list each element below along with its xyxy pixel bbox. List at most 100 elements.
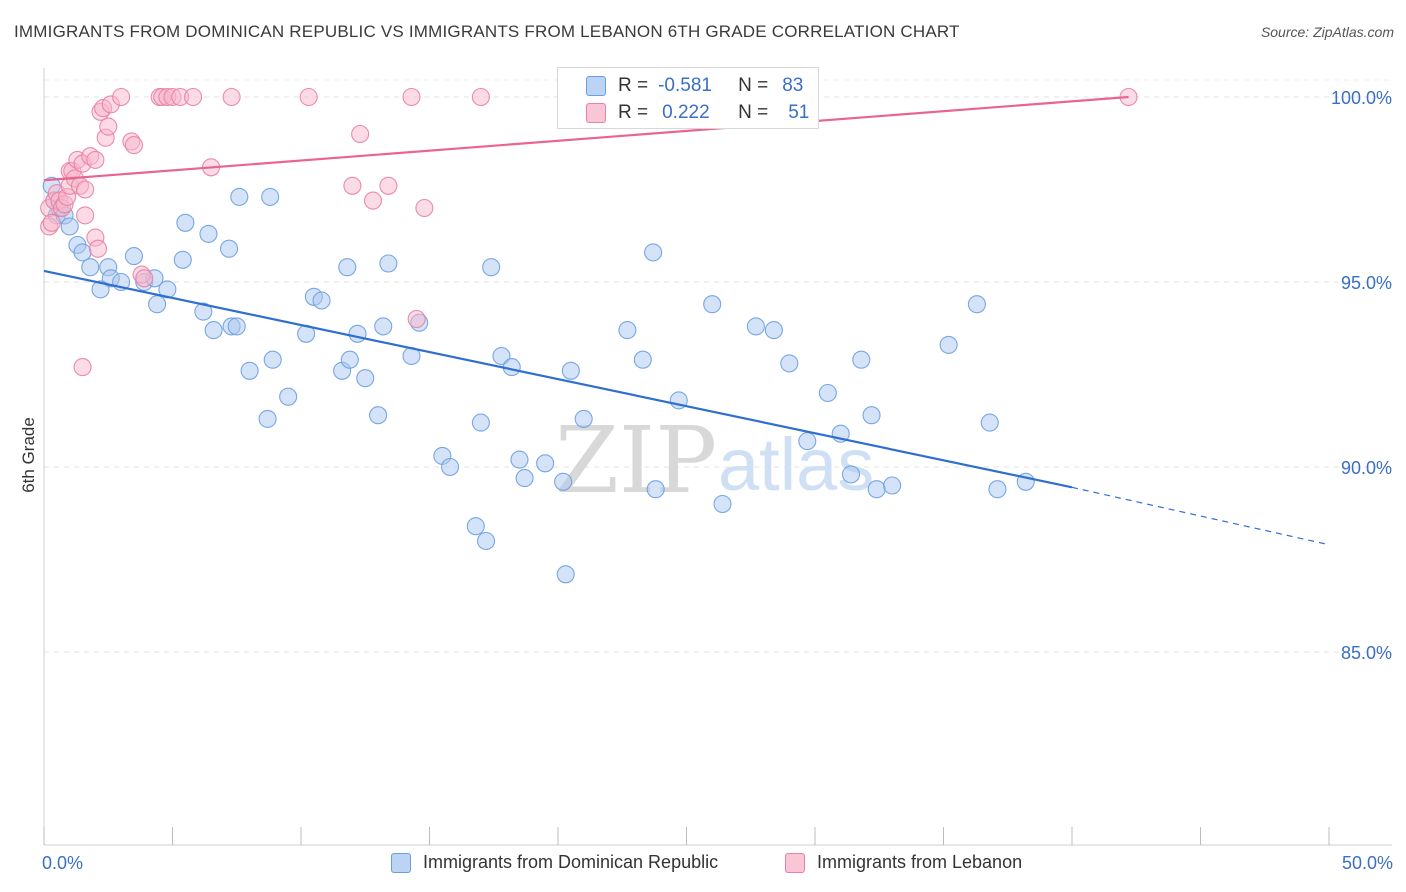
point-lebanon xyxy=(135,269,154,288)
point-lebanon xyxy=(415,198,434,218)
stats-n-label: N = xyxy=(738,75,769,96)
point-lebanon xyxy=(76,206,95,225)
point-dominican xyxy=(379,254,398,273)
point-lebanon xyxy=(222,87,241,107)
point-dominican xyxy=(618,321,637,340)
point-dominican xyxy=(356,369,375,388)
point-dominican xyxy=(536,454,555,473)
trend-lines xyxy=(43,95,1330,546)
point-lebanon xyxy=(88,239,108,258)
point-lebanon xyxy=(407,309,426,329)
legend-swatch-dominican xyxy=(391,852,411,873)
point-lebanon xyxy=(112,87,131,107)
point-lebanon xyxy=(184,87,203,107)
point-lebanon xyxy=(42,213,61,232)
axes xyxy=(43,68,1392,846)
data-points xyxy=(40,87,1138,584)
point-lebanon xyxy=(99,117,118,136)
point-dominican xyxy=(124,247,143,266)
point-dominican xyxy=(148,295,167,314)
point-dominican xyxy=(240,361,259,380)
point-dominican xyxy=(561,361,580,380)
legend: Immigrants from Dominican Republic Immig… xyxy=(0,852,1406,878)
point-dominican xyxy=(374,317,393,336)
point-lebanon xyxy=(363,191,383,210)
point-dominican xyxy=(883,476,902,495)
point-dominican xyxy=(554,472,573,491)
stats-swatch-dominican xyxy=(586,76,606,96)
point-lebanon xyxy=(73,358,92,377)
point-dominican xyxy=(199,224,218,243)
point-dominican xyxy=(492,346,511,366)
point-dominican xyxy=(713,494,732,514)
y-tick-label: 95.0% xyxy=(1341,273,1392,293)
point-dominican xyxy=(967,295,986,314)
stats-row-dominican: R = -0.581 N = 83 xyxy=(558,73,803,99)
point-dominican xyxy=(263,350,282,369)
stats-r-value: -0.581 xyxy=(658,75,712,96)
point-dominican xyxy=(81,258,100,277)
y-tick-label: 85.0% xyxy=(1341,643,1392,663)
point-dominican xyxy=(841,465,861,484)
trend-line-dominican-extension xyxy=(1071,486,1330,546)
point-dominican xyxy=(219,239,239,258)
stats-swatch-lebanon xyxy=(586,103,606,123)
point-dominican xyxy=(258,409,277,428)
point-dominican xyxy=(862,406,881,425)
point-dominican xyxy=(173,250,192,269)
point-dominican xyxy=(91,280,110,299)
y-tick-label: 100.0% xyxy=(1331,88,1392,108)
stats-n-value: 83 xyxy=(782,75,804,96)
x-tick-label: 50.0% xyxy=(1342,853,1393,873)
legend-label-lebanon: Immigrants from Lebanon xyxy=(817,852,1023,872)
stats-n-label: N = xyxy=(738,102,769,123)
point-lebanon xyxy=(299,87,318,107)
trend-line-dominican xyxy=(43,269,1073,489)
point-dominican xyxy=(798,432,817,451)
point-dominican xyxy=(369,406,388,425)
point-dominican xyxy=(574,409,593,428)
point-lebanon xyxy=(124,136,143,155)
point-dominican xyxy=(746,317,765,336)
point-dominican xyxy=(867,480,886,499)
point-dominican xyxy=(510,450,529,469)
point-dominican xyxy=(556,565,575,584)
point-dominican xyxy=(340,350,359,369)
stats-r-label: R = xyxy=(618,75,649,96)
point-dominican xyxy=(482,258,501,277)
point-dominican xyxy=(703,295,722,314)
point-dominican xyxy=(261,187,280,206)
stats-r-label: R = xyxy=(618,102,649,123)
point-dominican xyxy=(338,258,357,277)
legend-swatch-lebanon xyxy=(785,852,805,873)
point-dominican xyxy=(764,321,783,340)
point-dominican xyxy=(633,350,652,369)
point-dominican xyxy=(204,321,223,340)
point-lebanon xyxy=(86,150,105,169)
point-dominican xyxy=(939,335,958,354)
point-dominican xyxy=(227,317,246,336)
point-dominican xyxy=(852,350,871,369)
point-lebanon xyxy=(402,87,421,107)
y-tick-label: 90.0% xyxy=(1341,458,1392,478)
y-axis-label: 6th Grade xyxy=(19,417,38,493)
point-dominican xyxy=(818,383,837,403)
point-dominican xyxy=(60,217,79,236)
point-dominican xyxy=(348,324,367,343)
point-dominican xyxy=(988,480,1007,499)
x-tick-label: 0.0% xyxy=(42,853,83,873)
point-dominican xyxy=(471,413,490,432)
point-lebanon xyxy=(379,176,398,195)
point-lebanon xyxy=(351,124,370,144)
point-lebanon xyxy=(471,87,490,107)
stats-row-lebanon: R = 0.222 N = 51 xyxy=(558,100,809,126)
point-dominican xyxy=(780,354,799,373)
point-dominican xyxy=(194,302,213,321)
watermark: ZIP atlas xyxy=(555,407,874,514)
point-dominican xyxy=(441,457,460,477)
point-dominican xyxy=(515,469,534,488)
legend-label-dominican: Immigrants from Dominican Republic xyxy=(423,852,719,872)
chart-title: IMMIGRANTS FROM DOMINICAN REPUBLIC VS IM… xyxy=(14,22,960,41)
point-dominican xyxy=(312,291,331,310)
